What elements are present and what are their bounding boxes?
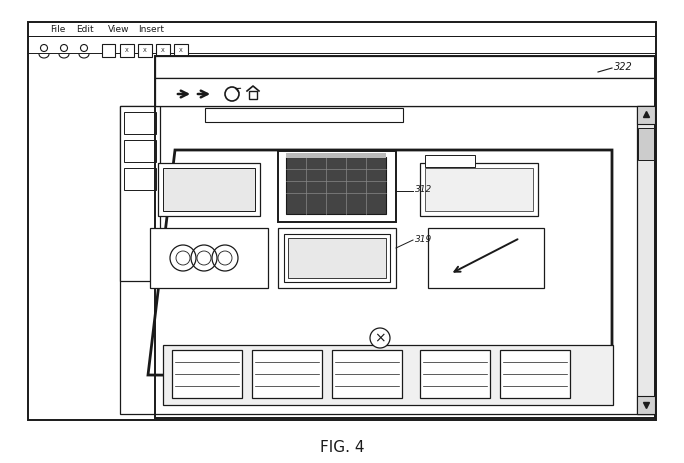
Bar	[420, 163, 538, 216]
Bar	[637, 396, 655, 414]
Bar	[124, 168, 156, 190]
Bar	[500, 350, 570, 398]
Text: 319: 319	[415, 234, 432, 244]
Bar	[163, 168, 255, 211]
Bar	[155, 78, 655, 106]
Bar	[28, 22, 656, 420]
Text: FIG. 4: FIG. 4	[319, 440, 365, 456]
Bar	[425, 155, 475, 167]
Text: ×: ×	[374, 331, 386, 345]
Bar	[278, 151, 396, 222]
Text: Edit: Edit	[76, 25, 94, 35]
Bar	[420, 350, 490, 398]
Text: View: View	[108, 25, 129, 35]
Bar	[174, 44, 188, 57]
Bar	[332, 350, 402, 398]
Circle shape	[370, 328, 390, 348]
Text: X: X	[125, 48, 129, 53]
Bar	[286, 153, 386, 158]
Text: X: X	[179, 48, 183, 53]
Bar	[124, 140, 156, 162]
Text: X: X	[161, 48, 165, 53]
Bar	[120, 44, 134, 57]
Bar	[284, 234, 390, 282]
Bar	[150, 228, 268, 288]
Bar	[428, 228, 544, 288]
Text: Insert: Insert	[138, 25, 164, 35]
Text: 312: 312	[415, 186, 432, 194]
Bar	[638, 128, 654, 160]
Bar	[205, 108, 403, 122]
Bar	[138, 44, 152, 57]
Bar	[120, 106, 160, 281]
Bar	[637, 106, 655, 414]
Bar	[278, 228, 396, 288]
Bar	[637, 106, 655, 124]
Bar	[288, 238, 386, 278]
Bar	[425, 168, 533, 211]
Text: X: X	[143, 48, 147, 53]
Bar	[124, 112, 156, 134]
Bar	[286, 157, 386, 214]
Bar	[252, 350, 322, 398]
Bar	[102, 44, 115, 57]
Bar	[120, 106, 655, 414]
Bar	[156, 44, 170, 57]
Bar	[249, 91, 257, 99]
Text: 322: 322	[614, 62, 633, 72]
Text: File: File	[50, 25, 66, 35]
Bar	[163, 345, 613, 405]
Bar	[172, 350, 242, 398]
Bar	[155, 56, 655, 418]
Polygon shape	[148, 150, 612, 378]
Bar	[155, 56, 655, 78]
Bar	[158, 163, 260, 216]
